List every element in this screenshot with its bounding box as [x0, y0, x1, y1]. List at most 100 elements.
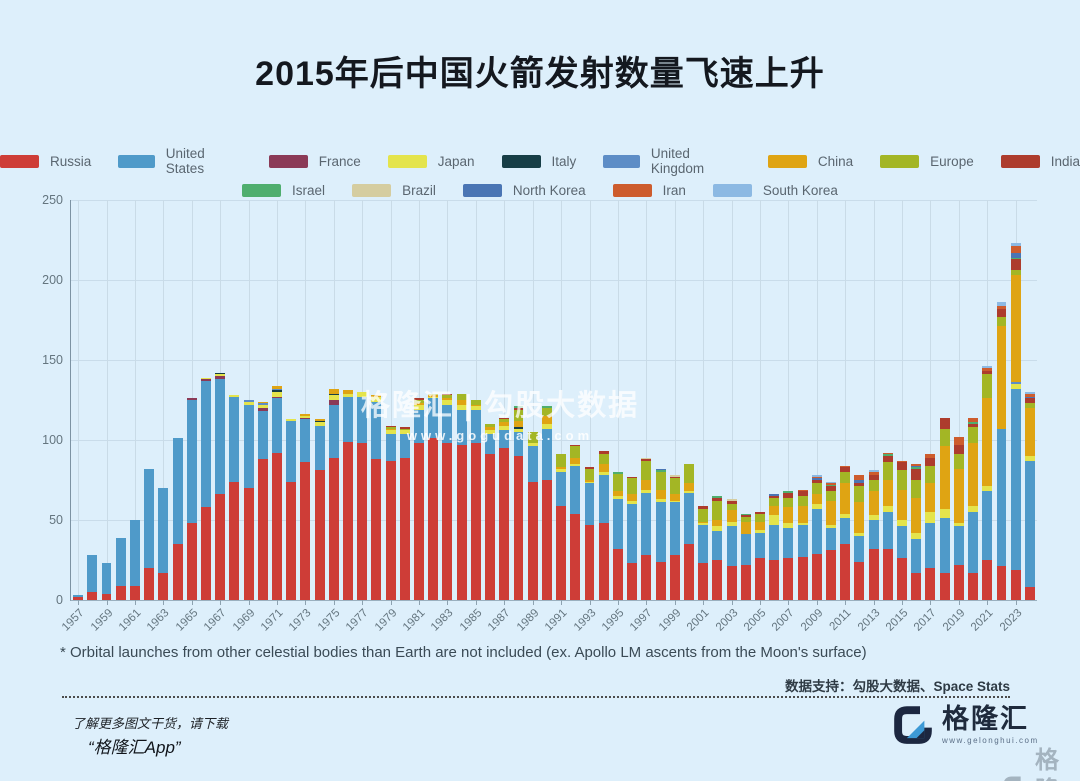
x-tick-2003	[731, 600, 733, 605]
y-axis-label-150: 150	[42, 353, 63, 367]
bar-1991-europe	[556, 454, 567, 468]
bar-2009-north-korea	[811, 478, 822, 481]
legend-label-united-states: United States	[165, 146, 205, 176]
bar-1997-united-states	[641, 492, 652, 556]
bar-2000-europe	[683, 464, 694, 484]
bar-1978-japan	[371, 396, 382, 402]
legend-swatch-india	[1000, 154, 1040, 168]
bar-2003-china	[726, 510, 737, 522]
bar-2024-europe	[1024, 403, 1035, 409]
bar-1992-russia	[570, 513, 581, 600]
x-tick-1997	[646, 600, 648, 605]
bar-1961-united-states	[129, 520, 140, 586]
bar-1965-france	[186, 398, 197, 401]
bar-1970	[257, 401, 268, 600]
bar-2002	[712, 496, 723, 600]
bar-1986-japan	[485, 430, 496, 434]
bar-2011-india	[840, 467, 851, 473]
bar-1985-united-states	[470, 409, 481, 444]
legend-swatch-iran	[612, 184, 652, 197]
bar-1986-europe	[485, 424, 496, 428]
bar-2011	[840, 465, 851, 600]
gridline-x-1987	[504, 200, 506, 600]
bar-2017-united-states	[925, 523, 936, 568]
y-axis-label-50: 50	[49, 513, 63, 527]
bar-2008-europe	[797, 496, 808, 506]
legend-label-israel: Israel	[292, 183, 326, 198]
bar-1975-france	[328, 400, 339, 405]
bar-1993-japan	[584, 481, 595, 484]
bar-1979	[385, 425, 396, 600]
bar-2018-united-states	[939, 518, 950, 573]
bar-1992-united-states	[570, 465, 581, 514]
bar-1977	[357, 392, 368, 600]
legend-swatch-france	[268, 154, 308, 168]
legend-label-russia: Russia	[50, 153, 92, 169]
gridline-x-2007	[788, 200, 790, 600]
bar-2011-russia	[840, 544, 851, 600]
gridline-x-1973	[305, 200, 307, 600]
bar-1993-china	[584, 480, 595, 482]
bar-1988-japan	[513, 428, 524, 432]
bar-2015-united-states	[897, 526, 907, 559]
legend-item-europe: Europe	[880, 154, 974, 169]
x-axis-label-2011: 2011	[827, 607, 854, 633]
bar-2023-south-korea	[1010, 243, 1021, 247]
bar-1992-europe	[570, 446, 581, 458]
bar-2018-europe	[939, 428, 950, 447]
bar-2024-india	[1024, 398, 1035, 404]
legend-label-india: India	[1050, 153, 1080, 169]
legend-row-2: Israel Brazil North Korea Iran South Korea	[242, 183, 838, 198]
bar-1982	[428, 393, 439, 600]
bar-2002-israel	[712, 496, 723, 498]
bar-1958-united-states	[87, 555, 98, 592]
x-axis-label-1991: 1991	[542, 607, 570, 634]
x-axis-label-1957: 1957	[60, 607, 87, 634]
bar-1995-china	[612, 491, 623, 497]
bar-2023-israel	[1010, 257, 1021, 260]
bar-1970-japan	[257, 404, 268, 409]
bar-2019-iran	[953, 436, 964, 445]
x-axis-label-1997: 1997	[628, 607, 655, 634]
bar-1994-japan	[598, 472, 609, 476]
bar-1984-russia	[456, 444, 467, 600]
bar-2019-japan	[953, 523, 964, 527]
bar-2015-europe	[897, 470, 907, 490]
bar-1990-europe	[541, 408, 552, 417]
bar-2004-russia	[740, 564, 751, 600]
x-tick-1961	[134, 600, 136, 605]
gridline-x-1969	[248, 200, 250, 600]
legend-label-europe: Europe	[930, 153, 974, 169]
bar-2016-iran	[911, 464, 922, 466]
x-axis-label-2017: 2017	[912, 607, 939, 634]
bar-1988-china	[513, 420, 524, 428]
legend-label-north-korea: North Korea	[512, 183, 586, 198]
bar-2017-japan	[925, 512, 936, 524]
bar-1999-europe	[669, 478, 680, 495]
bar-1996-russia	[627, 563, 638, 600]
bar-1964-russia	[172, 544, 183, 600]
bar-1993-europe	[584, 468, 595, 481]
x-tick-2023	[1015, 600, 1017, 605]
bar-1981-russia	[414, 443, 424, 600]
promo-text: 了解更多图文干货，请下载	[72, 716, 229, 731]
bar-2004-israel	[740, 513, 751, 516]
bar-2013-china	[868, 491, 879, 516]
bar-2024-japan	[1024, 456, 1035, 461]
x-tick-1991	[561, 600, 563, 605]
y-axis-label-100: 100	[42, 433, 63, 447]
gelonghui-logo-text: 格隆汇	[942, 704, 1029, 734]
x-tick-1989	[532, 600, 534, 605]
bar-1995-japan	[612, 496, 623, 500]
gridline-x-1991	[561, 200, 563, 600]
x-tick-1999	[674, 600, 676, 605]
bar-1972-united-states	[286, 420, 297, 482]
bar-1987-united-states	[499, 430, 510, 448]
x-axis-label-1973: 1973	[287, 607, 314, 634]
bar-2008	[797, 489, 808, 600]
bar-1970-france	[257, 408, 268, 412]
bar-2023-russia	[1010, 569, 1021, 600]
bar-2007-china	[783, 507, 794, 524]
gridline-y-50	[71, 520, 1037, 521]
bar-1969-russia	[243, 488, 254, 600]
